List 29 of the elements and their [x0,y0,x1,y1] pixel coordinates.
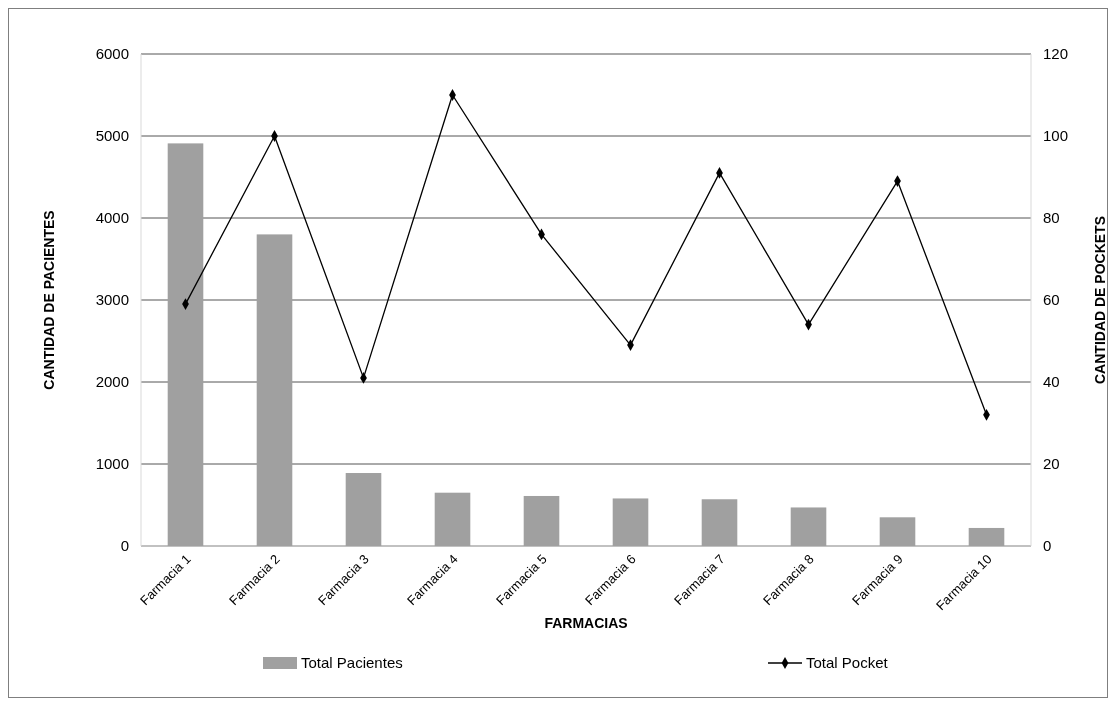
y2-tick-label: 40 [1043,373,1060,391]
bar [256,234,293,546]
y2-axis-title: CANTIDAD DE POCKETS [1092,215,1108,385]
y2-tick-label: 80 [1043,209,1060,227]
y-tick-label: 0 [120,537,129,555]
legend-label: Total Pacientes [301,654,403,672]
bar [968,527,1005,546]
y-tick-label: 5000 [95,127,129,145]
legend-label: Total Pocket [806,654,889,672]
y-tick-label: 6000 [95,45,129,63]
bar [612,498,649,546]
y2-tick-label: 20 [1043,455,1060,473]
y-tick-label: 2000 [95,373,129,391]
bar [167,143,204,546]
y-axis-title: CANTIDAD DE PACIENTES [41,210,57,390]
y-tick-label: 3000 [95,291,129,309]
y2-tick-label: 120 [1043,45,1069,63]
bar [701,499,738,546]
y-tick-label: 1000 [95,455,129,473]
bar [434,492,471,546]
bar [523,495,560,546]
y2-tick-label: 60 [1043,291,1060,309]
x-axis-title: FARMACIAS [544,615,628,631]
bar [879,517,916,546]
y2-tick-label: 100 [1043,127,1069,145]
y-tick-label: 4000 [95,209,129,227]
bar [790,507,827,546]
bar [345,473,382,546]
y2-tick-label: 0 [1043,537,1052,555]
